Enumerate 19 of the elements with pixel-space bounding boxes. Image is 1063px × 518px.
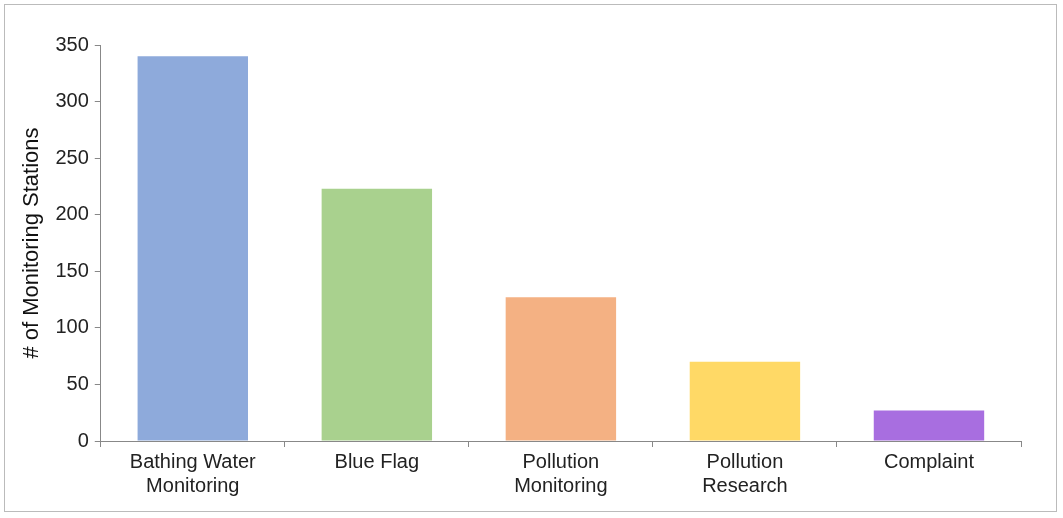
bar <box>505 297 617 441</box>
x-tick-label: Pollution Research <box>702 449 788 496</box>
x-tick-label: Bathing Water Monitoring <box>129 449 257 496</box>
bar <box>321 188 433 441</box>
y-tick-label: 100 <box>55 315 89 338</box>
x-tick-label: Complaint <box>883 449 975 472</box>
y-axis-title: # of Monitoring Stations <box>18 127 44 359</box>
x-tick-label: Blue Flag <box>334 449 420 472</box>
y-tick-label: 150 <box>55 258 89 281</box>
bar <box>873 410 985 441</box>
y-tick-label: 250 <box>55 145 89 168</box>
y-tick-label: 0 <box>77 428 89 451</box>
x-tick-label: Pollution Monitoring <box>514 449 608 496</box>
bar <box>689 361 801 441</box>
y-tick-label: 200 <box>55 202 89 225</box>
y-tick-label: 50 <box>66 371 89 394</box>
bar <box>137 56 249 441</box>
y-tick-label: 350 <box>55 32 89 55</box>
y-tick-label: 300 <box>55 89 89 112</box>
